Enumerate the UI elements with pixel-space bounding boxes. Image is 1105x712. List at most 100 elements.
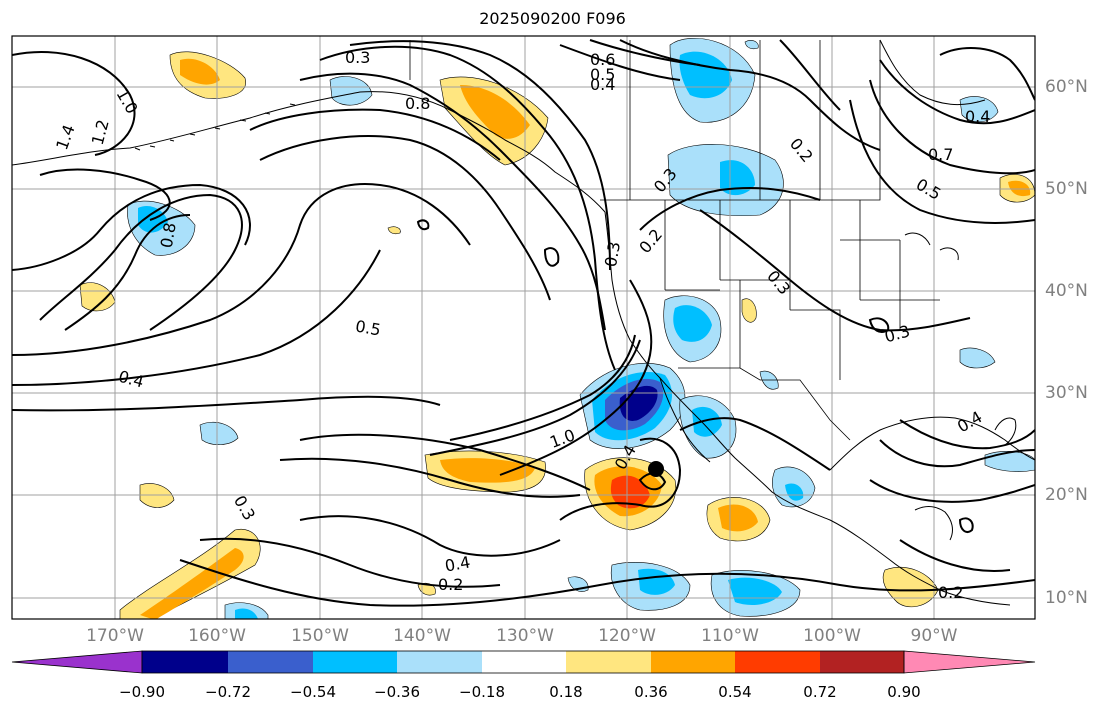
colorbar-tick-label: −0.72: [205, 683, 251, 701]
contour-label: 0.4: [443, 552, 471, 575]
colorbar-tick-label: −0.36: [374, 683, 420, 701]
anomaly-patch: [619, 385, 658, 421]
political-borders: [409, 40, 940, 441]
contour-line: [299, 515, 561, 557]
us-mexico-border: [678, 367, 851, 441]
anomaly-patch: [1008, 180, 1031, 197]
canada-us-border: [600, 40, 881, 201]
anomaly-patch: [741, 298, 757, 323]
anomaly-patch: [139, 483, 175, 508]
contour-line: [259, 135, 551, 301]
lon-label: 170°W: [86, 626, 144, 646]
contour-line: [12, 51, 136, 156]
anomaly-patch: [140, 548, 244, 619]
contour-label: 0.2: [938, 583, 963, 602]
anomaly-patch: [329, 76, 373, 106]
anomaly-patch: [387, 226, 401, 235]
anomaly-patch: [959, 347, 996, 369]
colorbar: [11, 650, 1036, 674]
colorbar-tick-label: 0.72: [803, 683, 837, 701]
contour-line: [849, 99, 1035, 224]
contour-line: [12, 249, 381, 386]
colorbar-bin: [397, 651, 482, 673]
contour-label: 0.3: [345, 48, 370, 67]
lat-label: 40°N: [1045, 281, 1088, 301]
map-frame: [11, 35, 1036, 620]
contour-line: [12, 395, 441, 412]
colorbar-bin: [820, 651, 904, 673]
contour-line: [958, 517, 974, 533]
great-lakes: [904, 232, 959, 261]
contour-line: [179, 559, 1035, 607]
lon-label: 140°W: [393, 626, 451, 646]
contour-line: [899, 419, 1035, 450]
gulf-of-mexico-coast: [829, 416, 1035, 471]
colorbar-tick-label: −0.18: [459, 683, 505, 701]
colorbar-extend-min: [11, 650, 143, 674]
north-america-west-coast: [604, 211, 1011, 606]
anomaly-patch: [180, 58, 220, 85]
contour-line: [619, 39, 881, 151]
contour-line: [12, 183, 471, 356]
anomaly-patch: [440, 458, 535, 483]
contour-label: 0.7: [928, 145, 953, 164]
colorbar-frame: [141, 650, 905, 674]
lon-label: 120°W: [598, 626, 656, 646]
contour-line: [279, 457, 581, 498]
contour-line: [699, 209, 971, 332]
coastlines: [12, 39, 1035, 606]
lon-label: 110°W: [701, 626, 759, 646]
contour-label: 0.3: [763, 267, 794, 299]
contour-line: [319, 45, 616, 371]
lon-label: 130°W: [496, 626, 554, 646]
contour-label: 0.2: [438, 575, 463, 594]
contour-line: [299, 433, 591, 491]
contour-line: [39, 193, 243, 331]
anomaly-patch: [959, 96, 999, 123]
map-title: 2025090200 F096: [479, 9, 626, 28]
contour-label: 0.8: [157, 221, 180, 249]
colorbar-extend-max: [903, 650, 1036, 674]
anomaly-patch: [882, 566, 939, 608]
contour-label: 0.8: [405, 94, 430, 113]
anomaly-patch: [610, 475, 650, 509]
colorbar-tick-label: −0.90: [119, 683, 165, 701]
colorbar-bin: [735, 651, 820, 673]
contour-label: 0.2: [786, 134, 817, 166]
anomaly-patch: [199, 421, 239, 445]
contour-lines: [12, 39, 1035, 607]
contour-line: [12, 183, 251, 271]
contour-label: 0.5: [590, 65, 615, 84]
contour-line: [429, 339, 641, 456]
contour-line: [299, 72, 606, 331]
province-borders: [409, 40, 821, 200]
colorbar-bin: [482, 651, 566, 673]
lat-label: 20°N: [1045, 485, 1088, 505]
yucatan-coast: [914, 506, 953, 541]
contour-line: [39, 168, 171, 221]
colorbar-bin: [228, 651, 313, 673]
anomaly-patch: [235, 608, 258, 619]
contour-line: [559, 437, 682, 521]
alaska-coast: [12, 91, 606, 213]
contour-label: 0.4: [590, 75, 615, 94]
gridlines: [12, 36, 1035, 619]
contour-label: 0.5: [913, 175, 945, 204]
lat-label: 30°N: [1045, 383, 1088, 403]
aleutian-islands: [134, 103, 296, 151]
baja-california: [659, 377, 711, 463]
contour-line: [868, 317, 890, 333]
colorbar-tick-label: −0.54: [290, 683, 336, 701]
lon-label: 90°W: [910, 626, 958, 646]
contour-line: [939, 47, 1035, 101]
contour-label: 1.2: [88, 117, 113, 147]
contour-line: [199, 537, 501, 588]
lat-label: 50°N: [1045, 179, 1088, 199]
contour-label: 0.4: [954, 407, 986, 436]
contour-line: [416, 219, 430, 231]
colorbar-bin: [142, 651, 228, 673]
anomaly-patch: [984, 451, 1035, 472]
lon-label: 100°W: [803, 626, 861, 646]
colorbar-tick-label: 0.36: [634, 683, 668, 701]
lat-label: 10°N: [1045, 588, 1088, 608]
